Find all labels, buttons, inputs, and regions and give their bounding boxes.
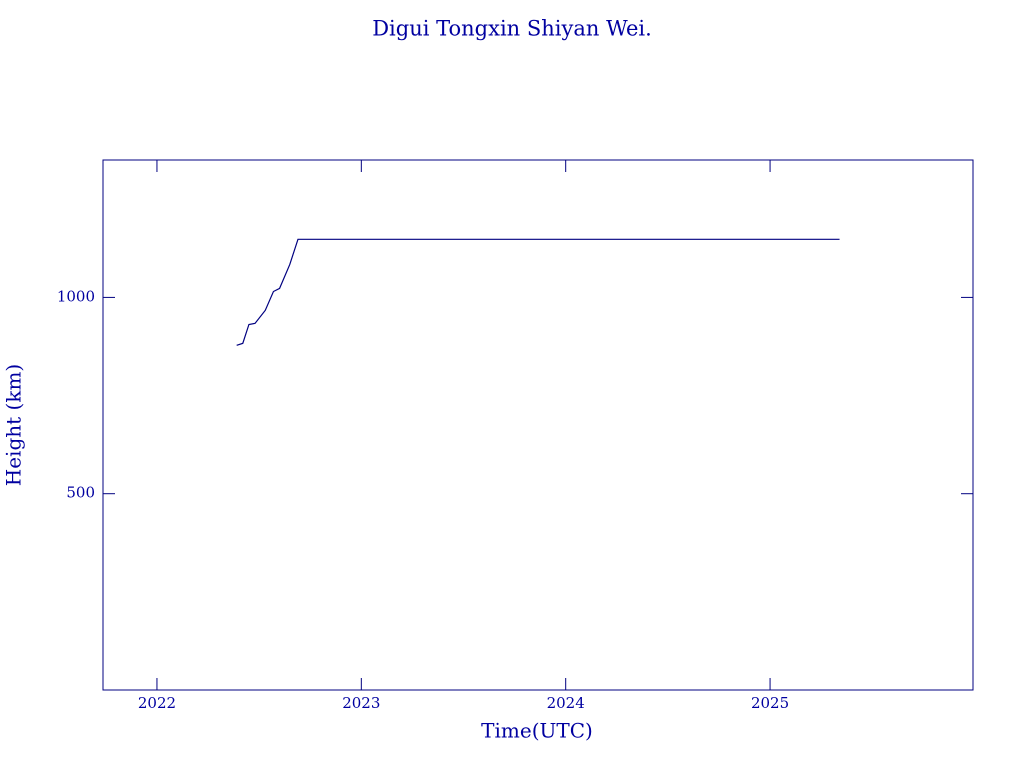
x-tick-label: 2025 (751, 694, 789, 712)
chart-title: Digui Tongxin Shiyan Wei. (372, 17, 652, 41)
x-tick-label: 2023 (342, 694, 380, 712)
x-tick-label: 2022 (138, 694, 176, 712)
y-tick-label: 500 (66, 484, 95, 502)
plot-frame (102, 159, 974, 691)
x-tick-label: 2024 (547, 694, 585, 712)
y-axis-label: Height (km) (2, 364, 26, 486)
x-axis-label: Time(UTC) (481, 719, 593, 743)
data-line (236, 238, 840, 346)
y-tick-label: 1000 (57, 287, 95, 305)
